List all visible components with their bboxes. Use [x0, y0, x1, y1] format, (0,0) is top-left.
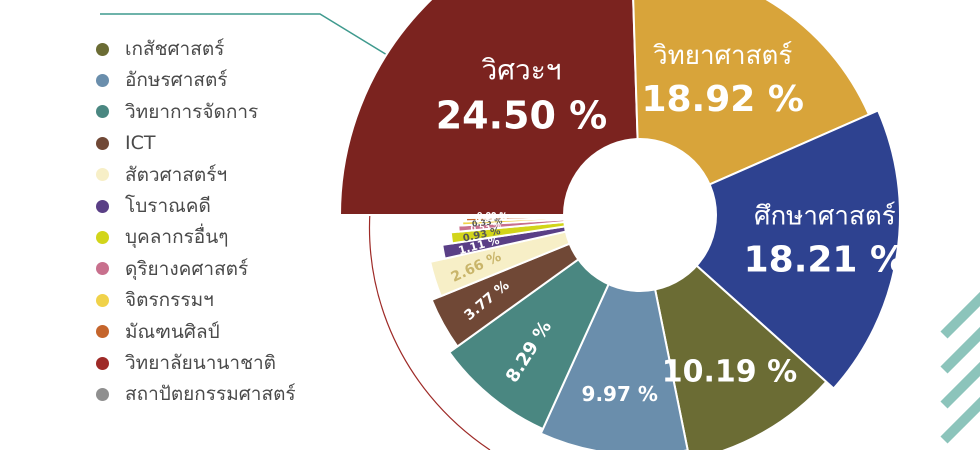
legend-label: เกสัชศาสตร์	[125, 38, 225, 60]
legend-swatch	[96, 262, 109, 276]
legend-item: สถาปัตยกรรมศาสตร์	[96, 380, 296, 408]
legend-item: โบราณคดี	[96, 192, 211, 220]
decorative-stripes	[940, 291, 980, 444]
legend-item: วิทยาลัยนานาชาติ	[96, 349, 276, 377]
slice-category-label: วิทยาศาสตร์	[653, 41, 793, 71]
legend-label: วิทยาการจัดการ	[125, 100, 259, 123]
slice-value-label: 18.21 %	[744, 240, 906, 281]
slice-category-label: ศึกษาศาสตร์	[754, 202, 896, 232]
legend-swatch	[96, 73, 109, 87]
legend-swatch	[96, 356, 109, 370]
legend-label: ดุริยางคศาสตร์	[125, 257, 249, 280]
legend-swatch	[96, 168, 109, 182]
slice-value-label: 0.53 %	[470, 220, 502, 233]
legend-swatch	[96, 42, 109, 56]
pie-slice	[470, 214, 641, 217]
legend-swatch	[96, 230, 109, 244]
legend-swatch	[96, 199, 109, 213]
legend-label: บุคลากรอื่นๆ	[125, 226, 229, 249]
legend-swatch	[96, 325, 109, 339]
legend-swatch	[96, 293, 109, 307]
legend-swatch	[96, 136, 109, 150]
slice-value-label: 10.19 %	[662, 355, 797, 390]
slice-value-label: 18.92 %	[641, 79, 803, 120]
legend-label: สถาปัตยกรรมศาสตร์	[125, 383, 296, 406]
slice-value-label: 9.97 %	[582, 382, 658, 406]
legend-item: จิตรกรรมฯ	[96, 286, 214, 314]
pie-slice	[338, 0, 642, 216]
slice-category-label: วิศวะฯ	[481, 53, 561, 86]
pie-center-hole	[563, 138, 717, 292]
legend-item: บุคลากรอื่นๆ	[96, 223, 228, 251]
legend-swatch	[96, 387, 109, 401]
legend-label: ICT	[125, 132, 156, 155]
slice-value-label: 0.18 %	[477, 212, 508, 222]
slice-value-label: 24.50 %	[436, 94, 608, 138]
legend-label: วิทยาลัยนานาชาติ	[125, 352, 276, 374]
legend-item: อักษรศาสตร์	[96, 66, 228, 94]
legend-item: วิทยาการจัดการ	[96, 98, 258, 126]
slice-value-label: 0.31 %	[475, 214, 506, 225]
legend-label: อักษรศาสตร์	[125, 69, 228, 92]
slice-value-label: 0.35 %	[471, 216, 502, 228]
slice-value-label: 0.09 %	[477, 211, 508, 220]
legend-label: สัตวศาสตร์ฯ	[125, 163, 228, 186]
legend-swatch	[96, 105, 109, 119]
legend-item: สัตวศาสตร์ฯ	[96, 161, 227, 189]
legend-item: มัณฑนศิลป์	[96, 318, 220, 346]
legend-label: มัณฑนศิลป์	[125, 320, 220, 343]
legend-label: โบราณคดี	[125, 195, 211, 217]
legend-label: จิตรกรรมฯ	[125, 289, 214, 312]
legend-item: ICT	[96, 129, 155, 157]
leader-line	[100, 13, 393, 59]
legend-item: ดุริยางคศาสตร์	[96, 255, 248, 283]
pie-slice	[638, 109, 901, 390]
legend-item: เกสัชศาสตร์	[96, 35, 224, 63]
